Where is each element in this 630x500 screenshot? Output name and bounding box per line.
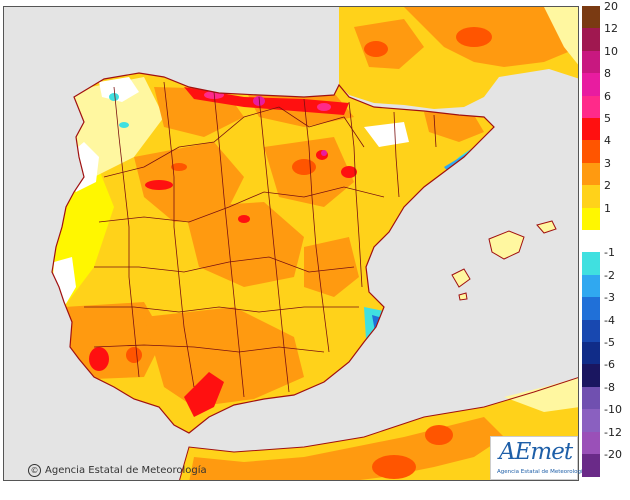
map-frame [3, 6, 579, 481]
legend-label: -2 [604, 268, 615, 282]
north-africa-region [179, 377, 578, 480]
legend-swatch [582, 73, 600, 97]
legend-label: 6 [604, 89, 611, 103]
legend-swatch [582, 207, 600, 231]
anomaly-map [4, 7, 578, 480]
legend-label: -4 [604, 313, 615, 327]
legend-swatch [582, 386, 600, 410]
legend-swatch [582, 118, 600, 141]
copyright-notice: © Agencia Estatal de Meteorología [28, 464, 207, 477]
legend-swatch [582, 454, 600, 477]
legend-label: 3 [604, 156, 611, 170]
legend-swatch [582, 230, 600, 253]
legend-swatch [582, 409, 600, 433]
copyright-text: Agencia Estatal de Meteorología [45, 465, 207, 476]
formentera [458, 292, 468, 301]
legend-label: 12 [604, 22, 618, 36]
legend-label: -20 [604, 448, 622, 461]
legend-swatch [582, 297, 600, 321]
legend-label: -12 [604, 425, 622, 439]
legend-label: -8 [604, 380, 615, 394]
legend-swatch [582, 185, 600, 209]
legend-swatch [582, 342, 600, 365]
color-legend: 20 12 10 8 6 5 4 3 2 1 -1 -2 -3 -4 -5 -6 -8 -10 -12 -20 [582, 1, 630, 478]
legend-label: -3 [604, 291, 615, 305]
province-borders [84, 81, 437, 398]
legend-label: -10 [604, 403, 622, 417]
logo-subtitle: Agencia Estatal de Meteorología [497, 469, 586, 475]
legend-label: 4 [604, 134, 611, 148]
logo-text: AEmet [499, 439, 573, 465]
legend-label: 1 [604, 201, 611, 215]
legend-swatch [582, 274, 600, 298]
legend-label: 2 [604, 179, 611, 193]
legend-swatch [582, 162, 600, 186]
legend-swatch [582, 319, 600, 343]
legend-swatch [582, 6, 600, 29]
aemet-logo: AEmet Agencia Estatal de Meteorología [490, 436, 586, 480]
legend-swatch [582, 95, 600, 119]
legend-label: 5 [604, 112, 611, 125]
legend-label: -1 [604, 246, 615, 260]
africa-coastline [179, 377, 578, 480]
legend-label: 8 [604, 67, 611, 81]
mallorca [488, 230, 525, 260]
copyright-icon: © [28, 464, 41, 477]
legend-label: 20 [604, 0, 618, 13]
legend-label: 10 [604, 44, 618, 58]
coastline [51, 72, 495, 434]
legend-swatch [582, 140, 600, 164]
legend-swatch [582, 252, 600, 276]
legend-label: -6 [604, 358, 615, 372]
legend-swatch [582, 50, 600, 74]
menorca [536, 220, 557, 234]
legend-swatch [582, 28, 600, 52]
legend-swatch [582, 364, 600, 388]
legend-swatch [582, 431, 600, 455]
legend-label: -5 [604, 336, 615, 349]
ibiza [451, 268, 471, 288]
